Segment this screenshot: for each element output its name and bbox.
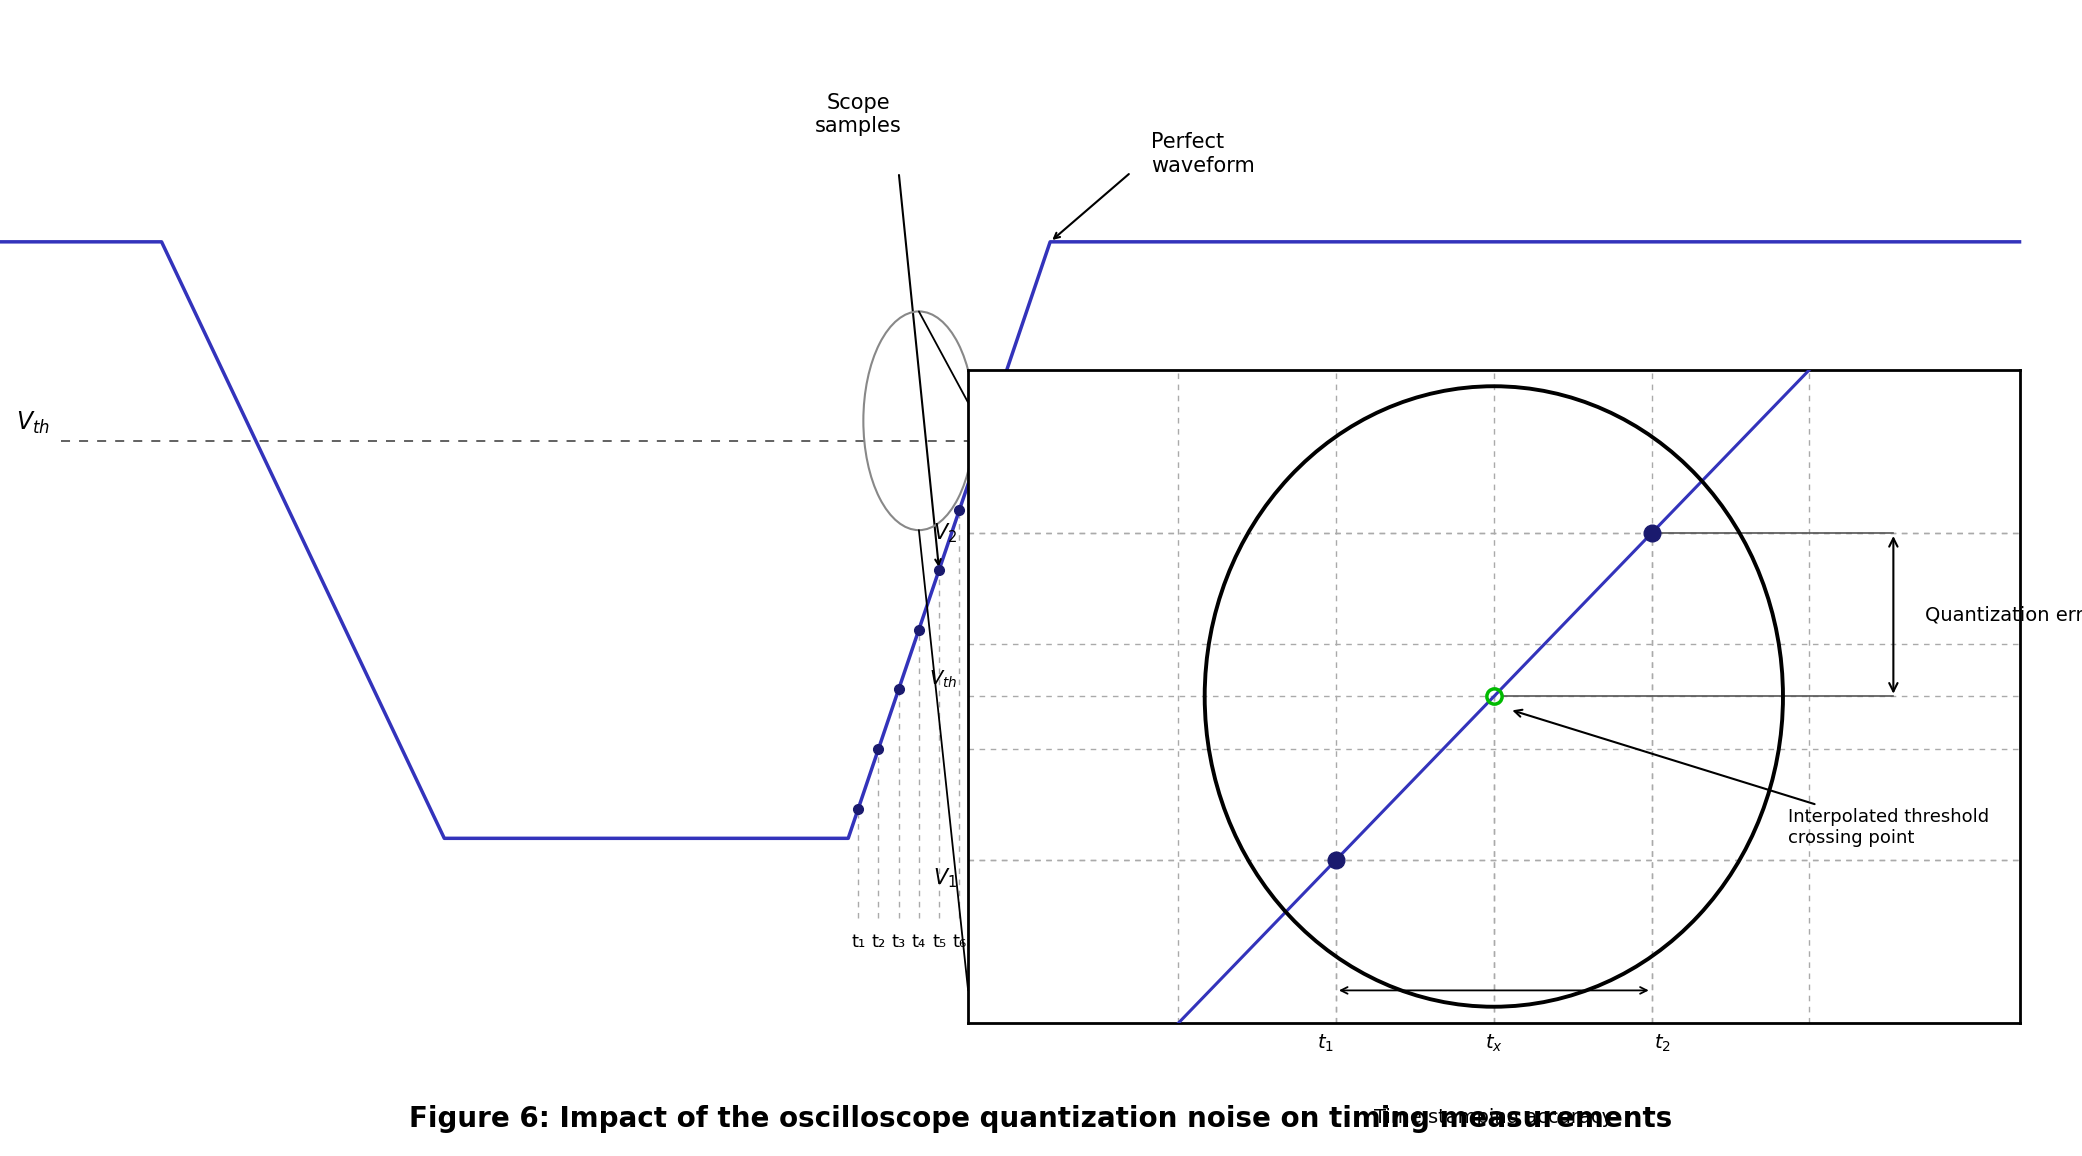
Text: Quantization error: Quantization error xyxy=(1926,606,2082,624)
Text: $V_{th}$: $V_{th}$ xyxy=(17,409,50,436)
Text: Figure 6: Impact of the oscilloscope quantization noise on timing measurements: Figure 6: Impact of the oscilloscope qua… xyxy=(410,1105,1672,1133)
Text: Scope
samples: Scope samples xyxy=(814,92,902,136)
Text: $t_2$: $t_2$ xyxy=(1653,1032,1670,1054)
Text: t₃: t₃ xyxy=(891,933,906,950)
Text: Time stamping accuracy: Time stamping accuracy xyxy=(1374,1107,1614,1127)
Text: $V_2$: $V_2$ xyxy=(933,521,958,544)
Text: t₁: t₁ xyxy=(852,933,866,950)
Text: t₄: t₄ xyxy=(912,933,926,950)
Text: Perfect
waveform: Perfect waveform xyxy=(1151,133,1255,176)
Text: Interpolated threshold
crossing point: Interpolated threshold crossing point xyxy=(1514,710,1990,846)
Text: t₇: t₇ xyxy=(972,933,987,950)
Text: t₆: t₆ xyxy=(951,933,966,950)
Text: $t_x$: $t_x$ xyxy=(1484,1032,1503,1054)
Text: $t_1$: $t_1$ xyxy=(1318,1032,1335,1054)
Text: t₅: t₅ xyxy=(933,933,945,950)
Text: $V_{th}$: $V_{th}$ xyxy=(929,668,958,690)
Text: $V_1$: $V_1$ xyxy=(933,866,958,890)
Text: t₂: t₂ xyxy=(872,933,885,950)
